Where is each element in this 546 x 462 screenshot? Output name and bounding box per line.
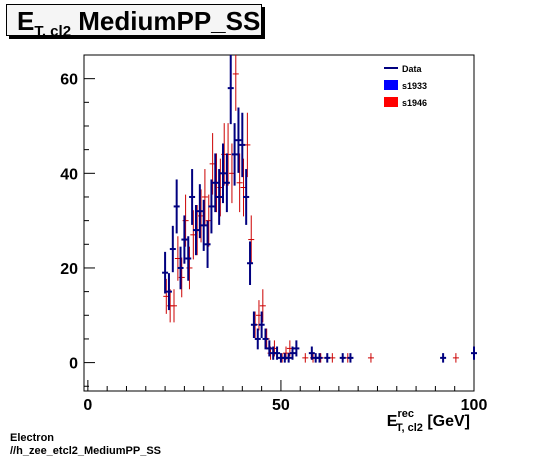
legend-entry: s1933 [384,80,427,91]
x-tick-label: 100 [461,397,488,414]
data-point [232,55,239,111]
data-point [173,179,180,234]
data-point [236,153,243,213]
data-point [293,340,300,357]
x-axis-label: Erec T, cl2 [GeV] [387,408,470,434]
data-point [259,289,266,323]
data-point [216,169,223,225]
x-tick-label: 0 [83,397,92,414]
data-point [169,225,176,273]
title-rest: MediumPP_SS [71,6,261,36]
data-point [347,353,354,363]
data-point [231,123,238,186]
chart-title: ET, cl2 MediumPP_SS [6,4,262,40]
legend-box-swatch [384,97,398,107]
series-data [162,55,477,363]
data-point [162,251,169,294]
data-point [329,353,336,363]
data-point [181,215,188,264]
legend-label: s1946 [402,98,427,108]
axis-ticks: 0 20 40 60 0 50 100 [60,72,487,414]
title-sub: T, cl2 [34,23,72,41]
plot-frame [83,54,475,392]
data-point [223,153,230,213]
x-label-unit: [GeV] [423,413,470,430]
data-point [243,169,250,225]
y-tick-label: 60 [60,72,78,89]
data-point [208,179,215,234]
x-label-sup: rec [397,408,414,420]
data-point [204,220,211,268]
data-point [212,153,219,213]
data-point [177,246,184,290]
data-point [274,346,281,360]
data-point [285,353,292,363]
footer-line-2: //h_zee_etcl2_MediumPP_SS [10,445,162,457]
data-point [258,311,265,338]
y-tick-label: 20 [60,261,78,278]
y-tick-label: 0 [69,356,78,373]
data-point [250,311,257,338]
data-point [244,112,251,178]
data-point [201,169,208,225]
legend-box-swatch [384,80,398,90]
footer: Electron //h_zee_etcl2_MediumPP_SS [10,432,161,458]
data-point [192,205,199,256]
data-point [196,184,203,239]
legend-label: s1933 [402,81,427,91]
data-point [248,215,255,264]
data-point [171,289,178,323]
data-point [189,169,196,225]
legend-entry: s1946 [384,97,427,108]
data-point [440,353,447,363]
legend-label: Data [402,64,423,74]
data-point [308,346,315,360]
data-point [266,340,273,357]
y-tick-label: 40 [60,166,78,183]
x-label-sub: T, cl2 [396,422,423,434]
data-point [471,346,477,360]
data-point [316,353,323,363]
x-label-main: E [387,413,398,430]
data-point [220,143,227,204]
data-point [235,107,242,173]
data-point [165,273,172,311]
data-point [239,112,246,178]
legend-entry: Data [384,64,423,74]
data-point [200,199,207,251]
series-s1946 [163,55,459,363]
footer-line-1: Electron [10,432,55,444]
data-point [262,328,269,350]
data-point [339,353,346,363]
legend: Data s1933 s1946 [384,64,427,108]
data-point [247,241,254,285]
data-point [324,353,331,363]
data-point [185,236,192,281]
data-point [254,328,261,350]
data-point [452,353,459,363]
data-point [367,353,374,363]
data-point [302,353,309,363]
title-main: E [17,6,35,36]
x-tick-label: 50 [272,397,290,414]
data-point [227,55,234,125]
data-point [289,346,296,360]
